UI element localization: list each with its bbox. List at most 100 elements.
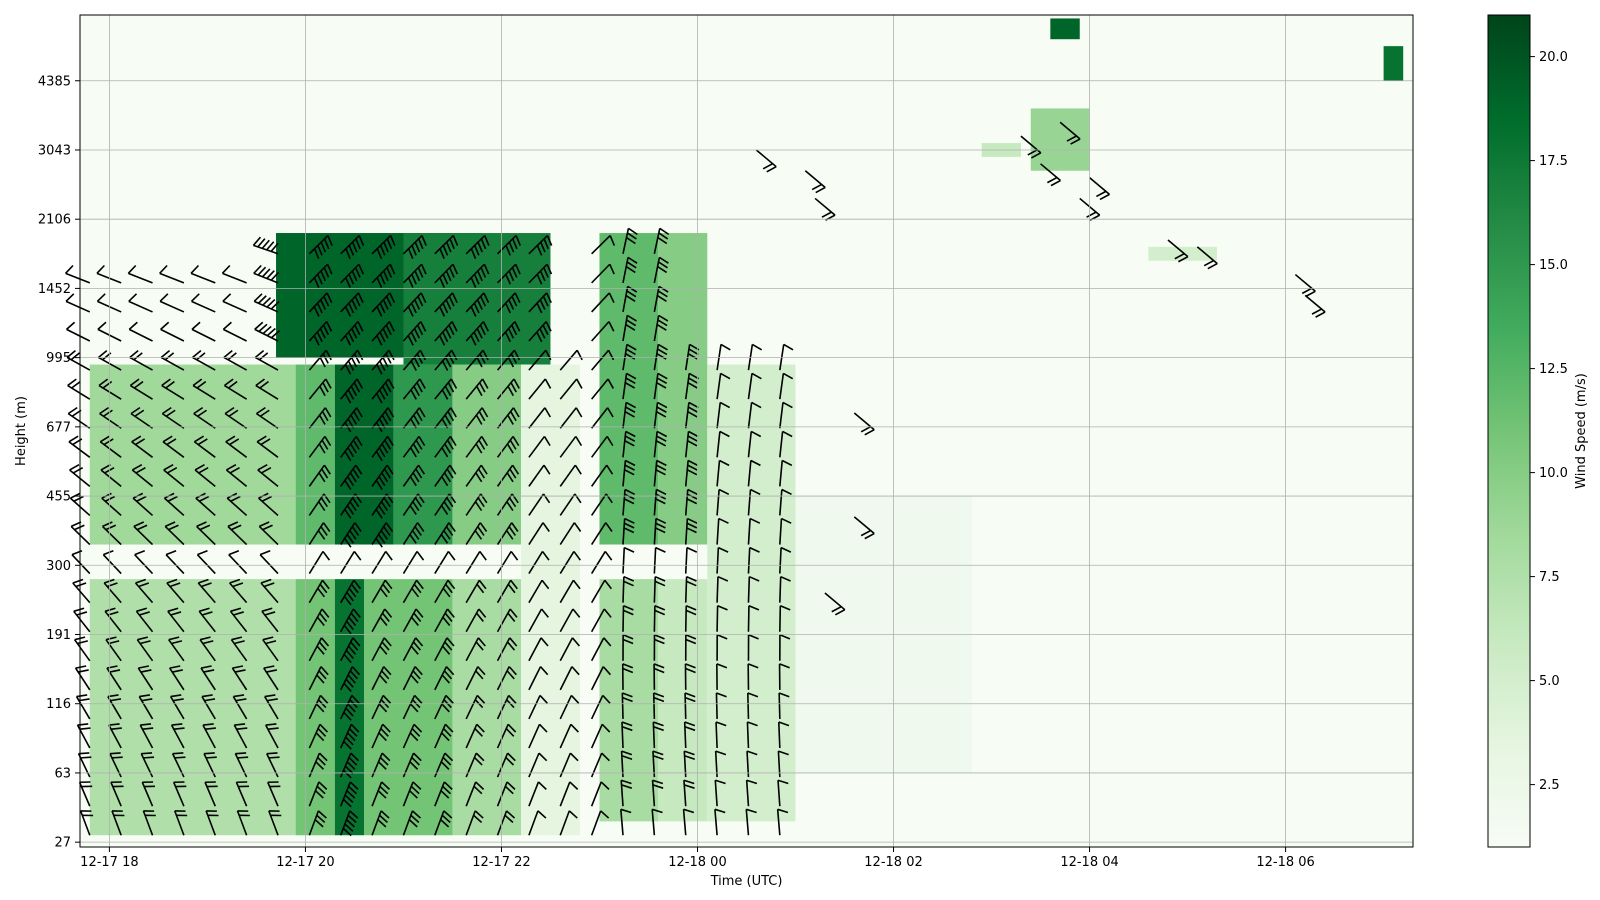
x-tick-label-5: 12-18 04 bbox=[1060, 855, 1118, 870]
wind-barb-362 bbox=[622, 372, 637, 400]
wind-barb-173 bbox=[340, 493, 363, 519]
wind-barb-179 bbox=[340, 321, 364, 346]
wind-barb-247 bbox=[465, 781, 485, 807]
wind-barb-200 bbox=[371, 321, 395, 346]
wind-barb-204 bbox=[402, 810, 421, 836]
wind-barb-451 bbox=[779, 488, 792, 516]
wind-barb-291 bbox=[528, 723, 548, 749]
wind-barb-325 bbox=[559, 349, 583, 371]
wind-barb-235 bbox=[434, 522, 456, 545]
wind-barb-281 bbox=[496, 407, 520, 429]
wind-barb-81 bbox=[204, 781, 218, 807]
wind-barb-265 bbox=[465, 263, 490, 288]
wind-barb-223 bbox=[402, 263, 427, 288]
wind-barb-230 bbox=[434, 666, 455, 691]
wind-barb-286 bbox=[496, 263, 521, 285]
wind-barb-426 bbox=[746, 721, 758, 749]
wind-barb-144 bbox=[308, 723, 329, 749]
plot-frame bbox=[79, 14, 1414, 848]
wind-barb-438 bbox=[747, 372, 762, 400]
wind-barb-400 bbox=[684, 488, 698, 516]
wind-barb-289 bbox=[528, 781, 547, 807]
wind-barb-116 bbox=[223, 350, 248, 371]
wind-barb-137 bbox=[254, 321, 281, 342]
wind-barb-254 bbox=[465, 579, 487, 604]
wind-barb-285 bbox=[496, 292, 521, 314]
wind-barb-35 bbox=[98, 378, 122, 400]
wind-barb-326 bbox=[590, 810, 610, 836]
wind-barb-357 bbox=[622, 517, 635, 545]
wind-barb-86 bbox=[199, 636, 216, 662]
wind-barb-394 bbox=[684, 663, 696, 690]
wind-barb-201 bbox=[371, 292, 396, 317]
wind-barb-316 bbox=[559, 608, 581, 633]
wind-barb-406 bbox=[714, 808, 726, 836]
wind-barb-262 bbox=[465, 349, 489, 371]
wind-barb-103 bbox=[233, 723, 248, 749]
heatmap-cell-9 bbox=[452, 579, 522, 836]
wind-barb-118 bbox=[222, 293, 247, 313]
wind-barb-244 bbox=[434, 263, 459, 288]
wind-barb-191 bbox=[371, 579, 393, 604]
wind-barb-417 bbox=[716, 488, 730, 516]
wind-barb-398 bbox=[684, 546, 698, 574]
wind-barb-470 bbox=[853, 516, 875, 540]
wind-barb-238 bbox=[434, 435, 457, 458]
wind-barb-386 bbox=[653, 285, 669, 313]
wind-barb-331 bbox=[590, 666, 612, 691]
wind-barb-273 bbox=[496, 637, 518, 662]
wind-barb-66 bbox=[168, 636, 185, 662]
wind-barb-58 bbox=[128, 293, 153, 313]
wind-barb-145 bbox=[308, 694, 329, 720]
wind-barb-1 bbox=[78, 781, 93, 807]
wind-barb-367 bbox=[622, 227, 638, 254]
wind-barb-359 bbox=[622, 459, 636, 487]
wind-barb-139 bbox=[253, 264, 280, 284]
grid-lines bbox=[80, 15, 1413, 847]
wind-barb-184 bbox=[371, 781, 391, 807]
wind-barb-416 bbox=[716, 517, 729, 545]
wind-barb-274 bbox=[496, 608, 518, 633]
wind-barb-26 bbox=[105, 636, 122, 662]
wind-barb-133 bbox=[256, 435, 279, 458]
y-tick-label-6: 677 bbox=[46, 420, 71, 435]
wind-barb-270 bbox=[496, 723, 517, 749]
wind-barb-440 bbox=[776, 808, 789, 836]
wind-barb-468 bbox=[1304, 294, 1326, 318]
wind-barb-233 bbox=[434, 579, 456, 604]
wind-barb-323 bbox=[559, 407, 583, 429]
wind-barb-453 bbox=[779, 430, 793, 458]
wind-barb-15 bbox=[67, 378, 91, 400]
wind-barb-100 bbox=[236, 810, 250, 836]
wind-barb-221 bbox=[402, 321, 427, 346]
colorbar-tick-label-1: 5.0 bbox=[1539, 674, 1560, 689]
wind-barb-412 bbox=[716, 634, 728, 661]
wind-barb-87 bbox=[198, 607, 216, 633]
wind-barb-161 bbox=[308, 235, 333, 259]
colorbar-tick-label-6: 17.5 bbox=[1539, 154, 1568, 169]
wind-barb-170 bbox=[340, 579, 362, 606]
wind-barb-430 bbox=[747, 604, 760, 632]
wind-barb-54 bbox=[130, 406, 153, 429]
wind-barb-450 bbox=[779, 517, 792, 545]
wind-barb-423 bbox=[745, 808, 757, 836]
y-tick-label-0: 27 bbox=[54, 836, 71, 851]
wind-barb-113 bbox=[225, 435, 248, 458]
wind-barb-172 bbox=[340, 522, 362, 548]
wind-barb-341 bbox=[591, 378, 614, 400]
wind-barb-16 bbox=[66, 350, 91, 371]
wind-barb-98 bbox=[190, 293, 216, 313]
wind-barb-462 bbox=[1059, 121, 1081, 145]
wind-barb-320 bbox=[559, 493, 582, 516]
colorbar-tick-label-7: 20.0 bbox=[1539, 50, 1568, 65]
wind-barb-78 bbox=[159, 293, 185, 313]
wind-barb-414 bbox=[716, 575, 729, 603]
wind-barb-428 bbox=[747, 663, 759, 690]
wind-barb-75 bbox=[161, 378, 185, 400]
x-tick-label-2: 12-17 22 bbox=[472, 855, 530, 870]
wind-barb-455 bbox=[779, 372, 794, 400]
wind-barb-353 bbox=[622, 634, 634, 661]
wind-barb-309 bbox=[559, 810, 578, 836]
wind-barb-47 bbox=[135, 607, 154, 633]
wind-barb-190 bbox=[371, 608, 393, 633]
